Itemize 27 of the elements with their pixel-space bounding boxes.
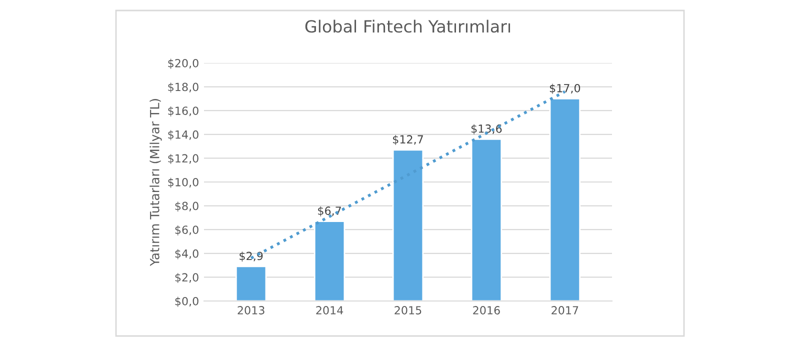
x-tick-label: 2013 (238, 306, 264, 314)
y-tick-label: $8,0 (175, 202, 198, 212)
bar (549, 98, 581, 301)
x-tick-label: 2015 (394, 306, 422, 314)
x-tick-label: 2017 (552, 306, 578, 314)
y-tick-label: $0,0 (175, 296, 198, 307)
y-axis-title: Yatırım Tutarları (Milyar TL) (150, 99, 162, 266)
data-label: $17,0 (550, 84, 580, 94)
data-label: $2,9 (240, 252, 263, 262)
y-tick-label: $2,0 (175, 272, 198, 284)
y-tick-label: $4,0 (175, 249, 198, 260)
y-tick-label: $12,0 (168, 154, 198, 164)
bar (314, 220, 346, 301)
x-tick-label: 2016 (473, 306, 500, 314)
data-label: $12,7 (393, 134, 423, 146)
y-tick-label: $14,0 (168, 130, 198, 140)
y-tick-label: $18,0 (168, 82, 198, 93)
bar (235, 266, 267, 301)
y-tick-label: $6,0 (175, 225, 198, 236)
y-tick-label: $16,0 (168, 106, 198, 116)
bar (392, 149, 424, 301)
chart-title: Global Fintech Yatırımları (305, 20, 510, 33)
y-tick-label: $10,0 (168, 178, 198, 188)
bar (470, 138, 502, 301)
x-tick-label: 2014 (316, 306, 344, 314)
data-label: $6,7 (318, 206, 341, 216)
y-tick-label: $20,0 (168, 58, 198, 69)
